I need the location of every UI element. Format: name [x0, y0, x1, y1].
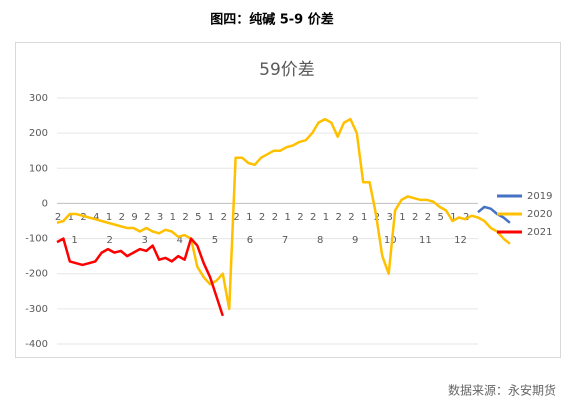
series-line: [56, 237, 224, 317]
series-line: [56, 117, 511, 311]
y-tick-label: -300: [25, 304, 48, 315]
x-month-label: 12: [454, 235, 467, 246]
x-tick-label: 1: [68, 212, 74, 223]
x-tick-label: 5: [438, 212, 444, 223]
legend-label: 2019: [527, 191, 552, 202]
x-tick-label: 2: [233, 212, 239, 223]
x-month-label: 4: [177, 235, 183, 246]
x-tick-label: 2: [144, 212, 150, 223]
x-tick-label: 2: [55, 212, 61, 223]
x-tick-label: 5: [195, 212, 201, 223]
x-month-label: 1: [71, 235, 77, 246]
y-tick-label: 100: [29, 163, 48, 174]
y-tick-label: -100: [25, 234, 48, 245]
x-tick-label: 3: [387, 212, 393, 223]
chart-title: 59价差: [259, 60, 315, 80]
x-month-label: 6: [247, 235, 253, 246]
y-tick-label: 200: [29, 128, 48, 139]
x-tick-label: 1: [246, 212, 252, 223]
x-tick-label: 2: [335, 212, 341, 223]
x-tick-label: 2: [119, 212, 125, 223]
legend-label: 2020: [527, 209, 552, 220]
x-month-label: 9: [352, 235, 358, 246]
x-tick-label: 1: [284, 212, 290, 223]
x-tick-label: 1: [450, 212, 456, 223]
y-tick-label: -400: [25, 339, 48, 350]
x-tick-label: 1: [170, 212, 176, 223]
legend-label: 2021: [527, 227, 552, 238]
x-tick-label: 2: [412, 212, 418, 223]
x-tick-label: 1: [361, 212, 367, 223]
series-line: [477, 205, 511, 224]
x-month-label: 5: [212, 235, 218, 246]
x-tick-label: 1: [399, 212, 405, 223]
x-month-label: 7: [282, 235, 288, 246]
x-tick-label: 1: [323, 212, 329, 223]
x-month-label: 2: [106, 235, 112, 246]
source-note: 数据来源：永安期货: [448, 383, 556, 398]
x-tick-label: 3: [157, 212, 163, 223]
x-tick-label: 2: [297, 212, 303, 223]
x-month-label: 10: [384, 235, 397, 246]
x-tick-label: 1: [106, 212, 112, 223]
y-tick-label: 300: [29, 93, 48, 104]
y-tick-label: 0: [42, 198, 48, 209]
x-tick-label: 2: [80, 212, 86, 223]
x-tick-label: 4: [93, 212, 99, 223]
x-tick-label: 1: [208, 212, 214, 223]
x-month-label: 3: [142, 235, 148, 246]
x-tick-label: 9: [131, 212, 137, 223]
x-tick-label: 2: [272, 212, 278, 223]
x-tick-label: 2: [348, 212, 354, 223]
chart-frame: [15, 42, 561, 358]
x-tick-label: 2: [425, 212, 431, 223]
y-tick-label: -200: [25, 269, 48, 280]
page-header: 图四：纯碱 5-9 价差: [210, 12, 334, 28]
x-tick-label: 2: [182, 212, 188, 223]
x-month-label: 11: [419, 235, 432, 246]
x-tick-label: 2: [310, 212, 316, 223]
x-tick-label: 2: [221, 212, 227, 223]
x-tick-label: 2: [259, 212, 265, 223]
x-month-label: 8: [317, 235, 323, 246]
